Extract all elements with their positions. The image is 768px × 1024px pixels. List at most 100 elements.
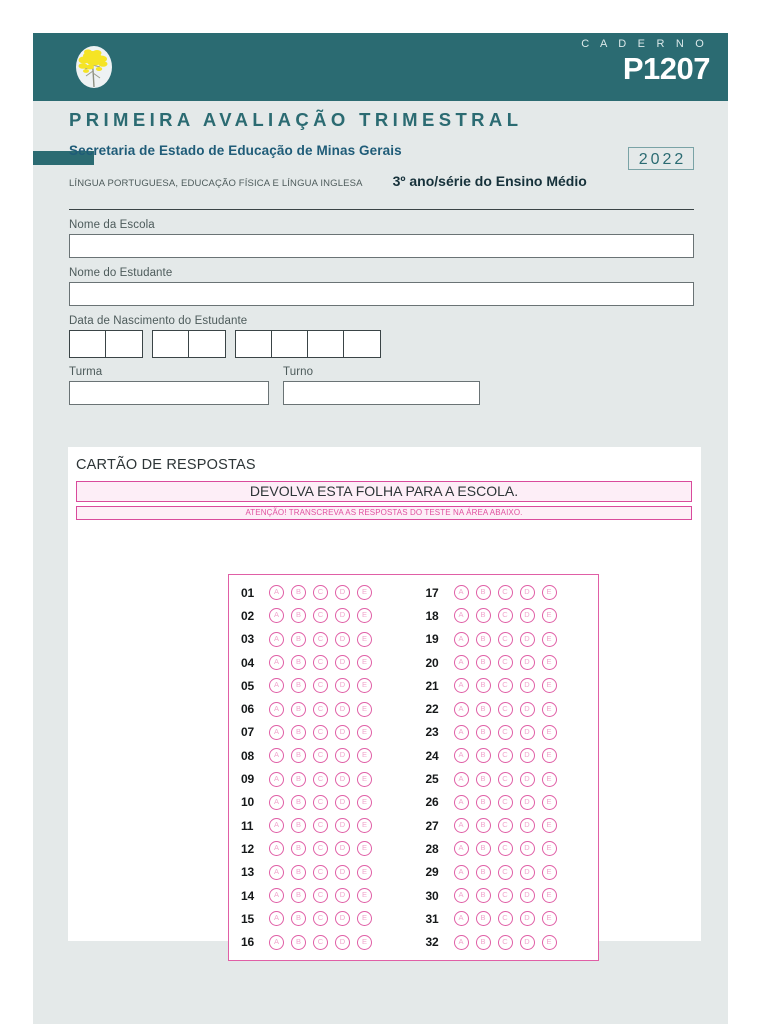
answer-bubble-b[interactable]: B	[475, 724, 491, 740]
answer-bubble-d[interactable]: D	[335, 678, 350, 694]
answer-bubble-a[interactable]: A	[269, 771, 284, 787]
answer-bubble-b[interactable]: B	[475, 631, 491, 647]
answer-bubble-b[interactable]: B	[475, 655, 491, 671]
answer-bubble-d[interactable]: D	[519, 748, 535, 764]
answer-bubble-a[interactable]: A	[453, 934, 469, 950]
birthdate-cell[interactable]	[106, 331, 142, 357]
turno-input[interactable]	[283, 381, 480, 405]
answer-bubble-c[interactable]: C	[497, 748, 513, 764]
answer-bubble-b[interactable]: B	[291, 585, 306, 601]
answer-bubble-a[interactable]: A	[269, 748, 284, 764]
answer-bubble-e[interactable]: E	[357, 678, 372, 694]
answer-bubble-a[interactable]: A	[453, 864, 469, 880]
answer-bubble-d[interactable]: D	[519, 701, 535, 717]
answer-bubble-e[interactable]: E	[357, 771, 372, 787]
answer-bubble-d[interactable]: D	[519, 608, 535, 624]
answer-bubble-c[interactable]: C	[497, 911, 513, 927]
answer-bubble-c[interactable]: C	[313, 888, 328, 903]
answer-bubble-b[interactable]: B	[291, 888, 306, 903]
answer-bubble-e[interactable]: E	[357, 888, 372, 903]
answer-bubble-e[interactable]: E	[541, 841, 557, 857]
answer-bubble-c[interactable]: C	[313, 911, 328, 927]
answer-bubble-c[interactable]: C	[313, 608, 328, 624]
answer-bubble-c[interactable]: C	[497, 888, 513, 903]
answer-bubble-e[interactable]: E	[357, 794, 372, 810]
answer-bubble-c[interactable]: C	[313, 655, 328, 671]
answer-bubble-d[interactable]: D	[335, 864, 350, 880]
answer-bubble-e[interactable]: E	[541, 655, 557, 671]
answer-bubble-c[interactable]: C	[497, 585, 513, 601]
birthdate-cell[interactable]	[153, 331, 189, 357]
answer-bubble-b[interactable]: B	[291, 655, 306, 671]
answer-bubble-e[interactable]: E	[357, 748, 372, 764]
answer-bubble-c[interactable]: C	[497, 701, 513, 717]
answer-bubble-a[interactable]: A	[269, 678, 284, 694]
answer-bubble-a[interactable]: A	[453, 608, 469, 624]
answer-bubble-e[interactable]: E	[541, 678, 557, 694]
answer-bubble-b[interactable]: B	[291, 841, 306, 857]
answer-bubble-d[interactable]: D	[519, 911, 535, 927]
answer-bubble-b[interactable]: B	[291, 631, 306, 647]
answer-bubble-a[interactable]: A	[453, 771, 469, 787]
birthdate-cell[interactable]	[236, 331, 272, 357]
answer-bubble-b[interactable]: B	[475, 841, 491, 857]
answer-bubble-e[interactable]: E	[357, 655, 372, 671]
answer-bubble-a[interactable]: A	[269, 818, 284, 834]
answer-bubble-c[interactable]: C	[313, 818, 328, 834]
answer-bubble-c[interactable]: C	[497, 724, 513, 740]
answer-bubble-c[interactable]: C	[313, 585, 328, 601]
answer-bubble-e[interactable]: E	[541, 888, 557, 903]
answer-bubble-a[interactable]: A	[269, 724, 284, 740]
answer-bubble-e[interactable]: E	[541, 631, 557, 647]
answer-bubble-d[interactable]: D	[335, 794, 350, 810]
school-name-input[interactable]	[69, 234, 694, 258]
answer-bubble-e[interactable]: E	[541, 748, 557, 764]
answer-bubble-d[interactable]: D	[335, 934, 350, 950]
answer-bubble-a[interactable]: A	[453, 701, 469, 717]
answer-bubble-c[interactable]: C	[313, 771, 328, 787]
answer-bubble-a[interactable]: A	[453, 818, 469, 834]
answer-bubble-d[interactable]: D	[335, 724, 350, 740]
answer-bubble-b[interactable]: B	[291, 911, 306, 927]
answer-bubble-d[interactable]: D	[519, 888, 535, 903]
answer-bubble-a[interactable]: A	[453, 678, 469, 694]
answer-bubble-b[interactable]: B	[475, 818, 491, 834]
answer-bubble-d[interactable]: D	[335, 631, 350, 647]
birthdate-cell[interactable]	[344, 331, 380, 357]
answer-bubble-c[interactable]: C	[497, 631, 513, 647]
answer-bubble-a[interactable]: A	[453, 888, 469, 903]
answer-bubble-b[interactable]: B	[291, 794, 306, 810]
birthdate-cell[interactable]	[308, 331, 344, 357]
answer-bubble-e[interactable]: E	[541, 934, 557, 950]
answer-bubble-d[interactable]: D	[519, 655, 535, 671]
turma-input[interactable]	[69, 381, 269, 405]
answer-bubble-b[interactable]: B	[475, 794, 491, 810]
answer-bubble-b[interactable]: B	[291, 608, 306, 624]
answer-bubble-a[interactable]: A	[269, 701, 284, 717]
answer-bubble-b[interactable]: B	[291, 864, 306, 880]
answer-bubble-c[interactable]: C	[313, 934, 328, 950]
answer-bubble-e[interactable]: E	[541, 701, 557, 717]
answer-bubble-e[interactable]: E	[357, 818, 372, 834]
answer-bubble-c[interactable]: C	[313, 678, 328, 694]
answer-bubble-d[interactable]: D	[519, 631, 535, 647]
answer-bubble-d[interactable]: D	[335, 818, 350, 834]
answer-bubble-d[interactable]: D	[519, 818, 535, 834]
answer-bubble-a[interactable]: A	[453, 911, 469, 927]
answer-bubble-d[interactable]: D	[335, 911, 350, 927]
answer-bubble-e[interactable]: E	[541, 724, 557, 740]
answer-bubble-a[interactable]: A	[269, 911, 284, 927]
answer-bubble-e[interactable]: E	[541, 911, 557, 927]
answer-bubble-b[interactable]: B	[291, 748, 306, 764]
answer-bubble-d[interactable]: D	[335, 701, 350, 717]
answer-bubble-c[interactable]: C	[313, 724, 328, 740]
answer-bubble-c[interactable]: C	[497, 771, 513, 787]
answer-bubble-b[interactable]: B	[475, 934, 491, 950]
answer-bubble-a[interactable]: A	[269, 841, 284, 857]
answer-bubble-c[interactable]: C	[313, 748, 328, 764]
answer-bubble-c[interactable]: C	[313, 864, 328, 880]
answer-bubble-b[interactable]: B	[475, 911, 491, 927]
answer-bubble-a[interactable]: A	[453, 724, 469, 740]
answer-bubble-c[interactable]: C	[497, 864, 513, 880]
answer-bubble-b[interactable]: B	[475, 608, 491, 624]
